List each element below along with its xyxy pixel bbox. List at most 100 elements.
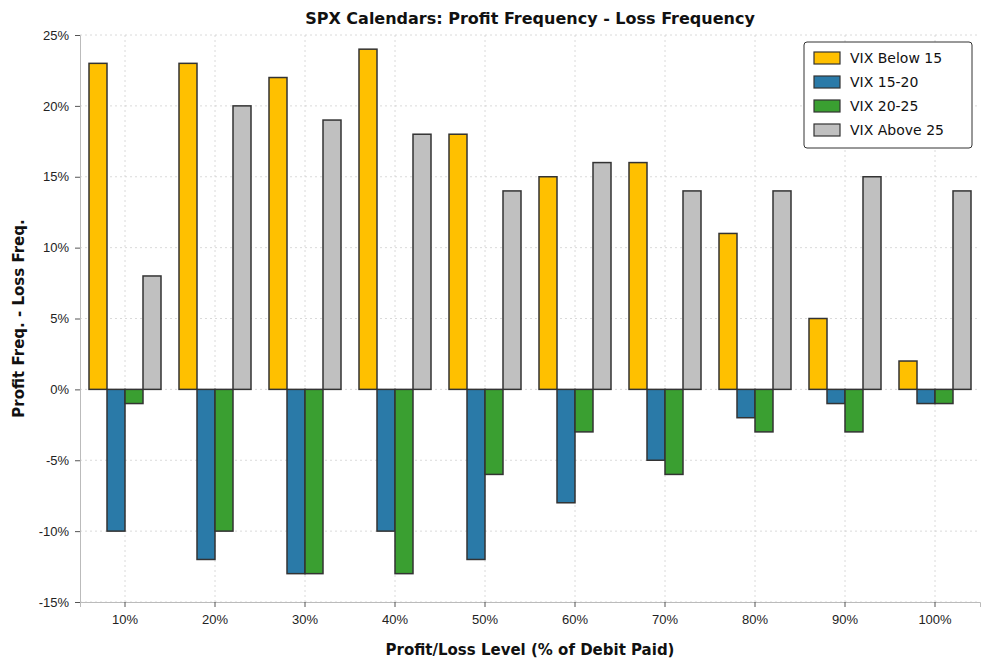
legend-label: VIX Above 25 (850, 122, 944, 138)
grid-line-y (80, 247, 980, 248)
grid-line-x (755, 35, 756, 602)
bar (377, 389, 395, 531)
tick-mark (845, 602, 846, 607)
tick-mark (755, 602, 756, 607)
bar (665, 389, 683, 474)
grid-line-x (665, 35, 666, 602)
tick-mark (75, 248, 80, 249)
y-axis: -15% -10% -5% 0% 5% 10% 15% 20% 25% (39, 28, 81, 610)
tick-label: 60% (562, 612, 588, 627)
tick-label: 15% (43, 169, 69, 184)
bar (935, 389, 953, 403)
bar (863, 177, 881, 390)
tick-label: 70% (652, 612, 678, 627)
bar (773, 191, 791, 389)
axis-line (75, 36, 81, 603)
legend-swatch (814, 52, 840, 64)
tick: 50% (472, 602, 498, 627)
bar (125, 389, 143, 403)
bar (953, 191, 971, 389)
tick: 25% (43, 28, 80, 43)
bar (719, 233, 737, 389)
tick-mark (935, 602, 936, 607)
tick-label: 20% (43, 99, 69, 114)
legend-item: VIX 20-25 (814, 98, 918, 114)
tick-label: 80% (742, 612, 768, 627)
legend-swatch (814, 100, 840, 112)
tick-mark (75, 389, 80, 390)
tick-label: 10% (112, 612, 138, 627)
tick-mark (215, 602, 216, 607)
x-axis-title: Profit/Loss Level (% of Debit Paid) (386, 641, 675, 659)
legend: VIX Below 15 VIX 15-20 VIX 20-25 VIX Above … (804, 42, 972, 148)
x-axis: 10% 20% 30% 40% 50% 60% 70% 80% 90% 100% (81, 602, 981, 627)
bar (503, 191, 521, 389)
tick-label: -5% (46, 453, 70, 468)
bar (215, 389, 233, 531)
bar (107, 389, 125, 531)
tick-label: 100% (918, 612, 952, 627)
bar (737, 389, 755, 417)
legend-label: VIX 20-25 (850, 98, 918, 114)
bars (89, 49, 971, 573)
bar (629, 163, 647, 390)
tick: 100% (918, 602, 952, 627)
chart: -15% -10% -5% 0% 5% 10% 15% 20% 25% 10% 20% 30% 40% 5… (0, 0, 1000, 667)
tick: 15% (43, 169, 80, 184)
tick: 0% (50, 382, 80, 397)
tick: -15% (39, 595, 80, 610)
legend-label: VIX 15-20 (850, 74, 918, 90)
tick-mark (75, 106, 80, 107)
legend-box (804, 42, 972, 148)
bar (899, 361, 917, 389)
tick: 30% (292, 602, 318, 627)
tick-label: 25% (43, 28, 69, 43)
bar (233, 106, 251, 390)
tick-mark (305, 602, 306, 607)
legend-item: VIX Above 25 (814, 122, 944, 138)
bar (557, 389, 575, 502)
bar (467, 389, 485, 559)
tick: 40% (382, 602, 408, 627)
tick-mark (75, 177, 80, 178)
bar (323, 120, 341, 389)
bar (395, 389, 413, 573)
legend-label: VIX Below 15 (850, 50, 942, 66)
tick-label: 90% (832, 612, 858, 627)
tick-mark (485, 602, 486, 607)
tick-mark (665, 602, 666, 607)
tick-mark (125, 602, 126, 607)
tick: 90% (832, 602, 858, 627)
bar (755, 389, 773, 432)
bar (305, 389, 323, 573)
tick-mark (575, 602, 576, 607)
tick-label: 50% (472, 612, 498, 627)
tick: 20% (202, 602, 228, 627)
bar (827, 389, 845, 403)
legend-swatch (814, 76, 840, 88)
bar (647, 389, 665, 460)
tick-label: 0% (50, 382, 69, 397)
bar (485, 389, 503, 474)
tick: 20% (43, 99, 80, 114)
bar (197, 389, 215, 559)
plot: -15% -10% -5% 0% 5% 10% 15% 20% 25% 10% 20% 30% 40% 5… (39, 28, 981, 628)
tick-label: 10% (43, 240, 69, 255)
tick: -5% (46, 453, 80, 468)
legend-item: VIX Below 15 (814, 50, 942, 66)
tick: 10% (43, 240, 80, 255)
grid-line-x (575, 35, 576, 602)
tick-mark (75, 602, 80, 603)
tick-label: -10% (39, 524, 70, 539)
tick: 60% (562, 602, 588, 627)
bar (917, 389, 935, 403)
bar (683, 191, 701, 389)
tick: 70% (652, 602, 678, 627)
grid-line-y (80, 318, 980, 319)
tick-label: -15% (39, 595, 70, 610)
tick-label: 20% (202, 612, 228, 627)
tick: 5% (50, 311, 80, 326)
legend-swatch (814, 124, 840, 136)
tick-label: 5% (50, 311, 69, 326)
y-axis-title: Profit Freq. - Loss Freq. (10, 219, 28, 417)
